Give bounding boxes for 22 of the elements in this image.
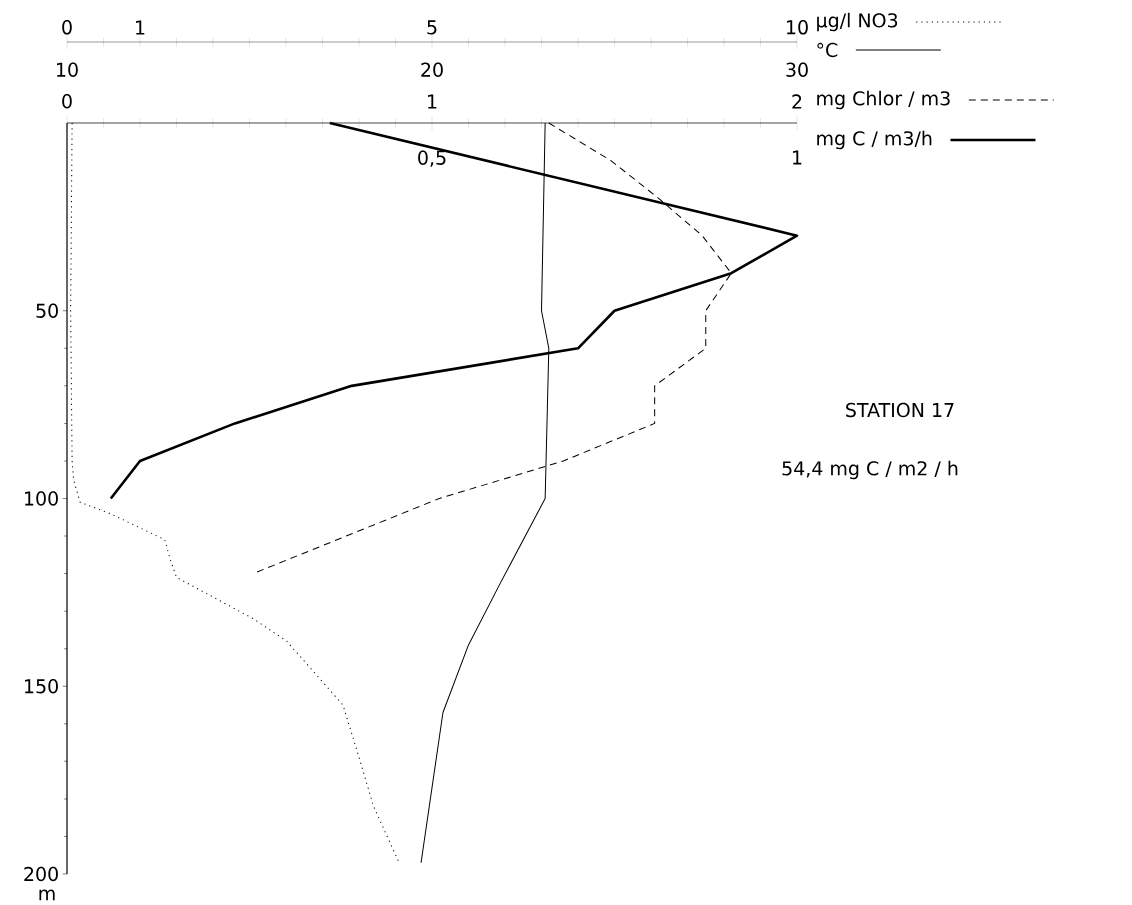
legend-label: mg Chlor / m3 (817, 90, 950, 110)
x-tick-label: 10 (57, 62, 78, 77)
x-tick-label: 20 (421, 62, 443, 77)
y-axis-title: m (39, 889, 55, 901)
legend-label: µg/l NO3 (817, 12, 898, 32)
y-tick-label: 200 (24, 866, 58, 882)
annotation: 54,4 mg C / m2 / h (782, 460, 958, 480)
x2-tick-label: 1 (428, 94, 437, 109)
x2-tick-label: 2 (792, 94, 802, 109)
x2-tick-label: 1 (136, 20, 145, 35)
x2-tick-label: 10 (787, 20, 808, 35)
y-tick-label: 50 (36, 303, 58, 318)
legend-label: °C (817, 42, 838, 58)
y-tick-label: 150 (25, 679, 58, 694)
x2-tick-label: 5 (427, 20, 437, 35)
x2-tick-label: 0 (62, 94, 72, 109)
legend-label: mg C / m3/h (817, 130, 932, 150)
x2-tick-label: 0 (62, 20, 72, 35)
text: STATION 17 (846, 402, 954, 418)
y-tick-label: 100 (25, 491, 58, 506)
x-tick-label: 30 (786, 62, 808, 77)
x-tick-label: 0,5 (418, 150, 446, 167)
